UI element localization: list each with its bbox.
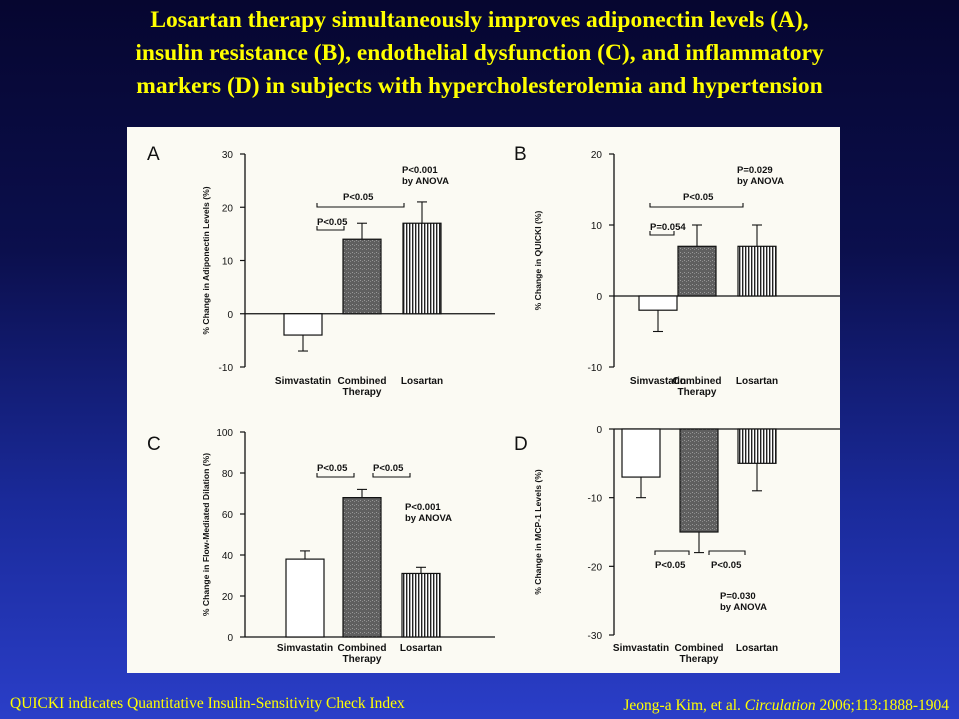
category-label: Combined Therapy <box>673 376 722 398</box>
y-axis-label: % Change in QUICKI (%) <box>533 210 543 310</box>
y-tick-label: 100 <box>216 428 233 439</box>
bar-losartan <box>402 222 442 315</box>
bar-charts-figure: A -10 0 10 20 30 % Change in Adiponectin Level… <box>147 144 840 665</box>
y-axis-label: % Change in MCP-1 Levels (%) <box>533 469 543 595</box>
bar-simvastatin <box>638 295 678 311</box>
significance-bracket <box>316 473 355 478</box>
p-value-label: P<0.05 <box>655 560 686 571</box>
category-label: Simvastatin <box>630 376 686 387</box>
citation: Jeong-a Kim, et al. Circulation 2006;113… <box>623 697 949 715</box>
category-label: Losartan <box>401 376 443 387</box>
panel-letter: A <box>147 144 160 165</box>
significance-bracket <box>654 550 690 555</box>
panel-letter: B <box>514 144 527 165</box>
bar-combined <box>677 245 717 297</box>
chart-panel-b: B -10 0 10 20 % Change in QUICKI (%) Simvastat… <box>514 144 840 398</box>
anova-label: P=0.029 by ANOVA <box>737 165 784 187</box>
p-value-label: P<0.05 <box>711 560 742 571</box>
category-label: Simvastatin <box>277 643 333 654</box>
panel-letter: D <box>514 434 528 455</box>
y-tick-label: 30 <box>222 150 234 161</box>
y-tick-label: 20 <box>591 150 603 161</box>
y-tick-label: -10 <box>219 363 234 374</box>
anova-label: P=0.030 by ANOVA <box>720 591 767 613</box>
figure-panel: A -10 0 10 20 30 % Change in Adiponectin Level… <box>127 127 840 673</box>
y-tick-label: 0 <box>227 633 233 644</box>
chart-panel-c: C 0 20 40 60 80 100 % Change in Flow-Mediated D… <box>147 428 495 665</box>
chart-panel-d: D -30 -20 -10 0 % Change in MCP-1 Levels (%) S… <box>514 425 840 665</box>
y-tick-label: 40 <box>222 551 234 562</box>
bar-simvastatin <box>283 313 323 336</box>
citation-ref: 2006;113:1888-1904 <box>819 697 949 714</box>
significance-bracket <box>316 203 405 208</box>
panel-letter: C <box>147 434 161 455</box>
y-tick-label: 20 <box>222 203 234 214</box>
bar-simvastatin <box>285 558 325 638</box>
bar-combined <box>679 428 719 533</box>
anova-label: P<0.001 by ANOVA <box>402 165 449 187</box>
y-tick-label: -10 <box>588 494 603 505</box>
significance-bracket <box>372 473 411 478</box>
y-tick-label: 60 <box>222 510 234 521</box>
y-tick-label: -20 <box>588 562 603 573</box>
significance-bracket <box>649 203 744 208</box>
p-value-label: P<0.05 <box>373 463 404 474</box>
bar-simvastatin <box>621 428 661 478</box>
category-label: Losartan <box>736 376 778 387</box>
anova-label: P<0.001 by ANOVA <box>405 502 452 524</box>
p-value-label: P<0.05 <box>317 217 348 228</box>
y-tick-label: 20 <box>222 592 234 603</box>
significance-bracket <box>708 550 746 555</box>
y-tick-label: 10 <box>222 257 234 268</box>
slide-title-line-2: insulin resistance (B), endothelial dysf… <box>135 40 824 66</box>
y-tick-label: 10 <box>591 221 603 232</box>
bar-losartan <box>401 572 441 638</box>
bar-combined <box>342 238 382 315</box>
chart-panel-a: A -10 0 10 20 30 % Change in Adiponectin Level… <box>147 144 495 398</box>
category-label: Losartan <box>736 643 778 654</box>
slide-title-line-3: markers (D) in subjects with hypercholes… <box>136 73 823 99</box>
bar-losartan <box>737 428 777 464</box>
citation-journal: Circulation <box>744 697 816 714</box>
slide-title-line-1: Losartan therapy simultaneously improves… <box>150 7 809 33</box>
significance-bracket <box>316 226 345 231</box>
category-label: Combined Therapy <box>338 376 387 398</box>
y-axis-label: % Change in Adiponectin Levels (%) <box>201 186 211 334</box>
footnote-quicki: QUICKI indicates Quantitative Insulin-Se… <box>10 695 405 712</box>
y-tick-label: -10 <box>588 363 603 374</box>
y-tick-label: -30 <box>588 631 603 642</box>
y-tick-label: 0 <box>596 292 602 303</box>
category-label: Combined Therapy <box>675 643 724 665</box>
p-value-label: P<0.05 <box>317 463 348 474</box>
p-value-label: P=0.054 <box>650 222 686 233</box>
significance-bracket <box>649 231 675 236</box>
category-label: Simvastatin <box>613 643 669 654</box>
bar-losartan <box>737 245 777 297</box>
y-tick-label: 0 <box>596 425 602 436</box>
bar-combined <box>342 497 382 638</box>
category-label: Losartan <box>400 643 442 654</box>
category-label: Simvastatin <box>275 376 331 387</box>
citation-authors: Jeong-a Kim, et al. <box>623 697 741 714</box>
category-label: Combined Therapy <box>338 643 387 665</box>
y-tick-label: 80 <box>222 469 234 480</box>
p-value-label: P<0.05 <box>343 192 374 203</box>
slide-title: Losartan therapy simultaneously improves… <box>0 4 959 103</box>
y-tick-label: 0 <box>227 310 233 321</box>
p-value-label: P<0.05 <box>683 192 714 203</box>
y-axis-label: % Change in Flow-Mediated Dilation (%) <box>201 453 211 616</box>
